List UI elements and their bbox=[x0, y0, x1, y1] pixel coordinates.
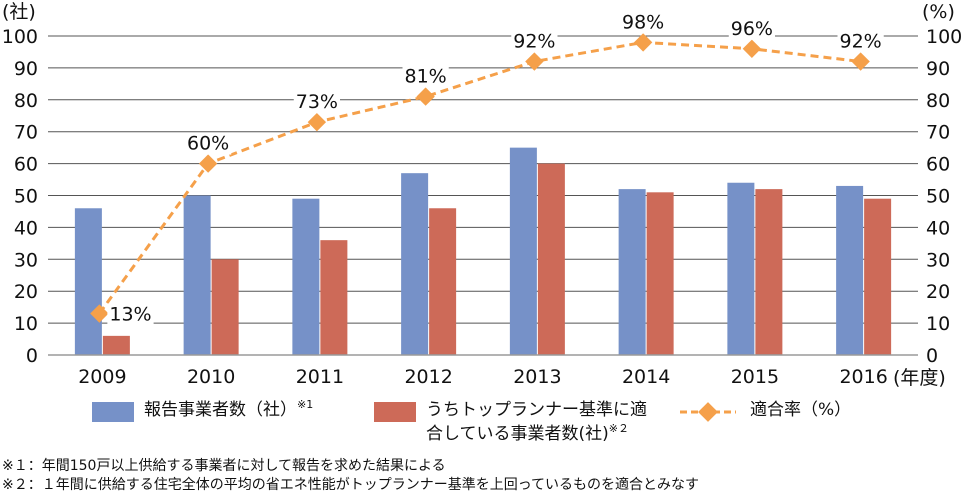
x-unit-label: (年度) bbox=[893, 367, 946, 389]
y-left-tick-label: 20 bbox=[14, 281, 38, 303]
x-tick-label: 2009 bbox=[78, 366, 126, 388]
y-right-tick-label: 20 bbox=[926, 281, 950, 303]
y-right-tick-label: 10 bbox=[926, 313, 950, 335]
rate-point-marker bbox=[633, 33, 653, 52]
bar-reporting-companies bbox=[618, 189, 646, 355]
rate-point-marker bbox=[525, 52, 544, 71]
legend-label-compliant-companies: うちトップランナー基準に適 合している事業者数(社)※２ bbox=[426, 398, 647, 448]
bars bbox=[74, 147, 892, 355]
bar-compliant-companies bbox=[646, 192, 674, 355]
legend-swatch-reporting-companies bbox=[92, 402, 134, 422]
x-tick-label: 2014 bbox=[622, 366, 670, 388]
bar-compliant-companies bbox=[429, 208, 457, 355]
bar-compliant-companies bbox=[537, 163, 565, 355]
rate-line: 13% 60% 73% 81% 92% 98% 96% 92% bbox=[90, 11, 884, 326]
rate-label-background bbox=[293, 91, 340, 114]
rate-data-label: 92% bbox=[840, 31, 882, 53]
rate-data-label: 60% bbox=[187, 133, 229, 155]
bar-reporting-companies bbox=[836, 185, 864, 355]
bar-reporting-companies bbox=[727, 182, 755, 355]
y-right-tick-label: 80 bbox=[926, 90, 950, 112]
rate-label-background bbox=[837, 30, 884, 53]
rate-point-marker bbox=[307, 112, 327, 132]
bar-reporting-companies bbox=[183, 195, 211, 355]
rate-data-label: 13% bbox=[109, 304, 151, 326]
y-left-tick-label: 70 bbox=[14, 122, 38, 144]
bar-reporting-companies bbox=[74, 208, 102, 355]
bar-reporting-companies bbox=[292, 198, 320, 355]
y-right-tick-label: 60 bbox=[926, 154, 950, 176]
rate-label-background bbox=[728, 17, 775, 40]
rate-label-background bbox=[620, 11, 667, 34]
y-left-tick-label: 30 bbox=[14, 249, 38, 271]
footnote-2: ※２：１年間に供給する住宅全体の平均の省エネ性能がトップランナー基準を上回ってい… bbox=[2, 477, 700, 493]
footnote-1: ※１：年間150戸以上供給する事業者に対して報告を求めた結果による bbox=[2, 458, 446, 474]
y-left-tick-label: 80 bbox=[14, 90, 38, 112]
legend-label-reporting-companies: 報告事業者数（社）※1 bbox=[144, 398, 314, 420]
x-tick-label: 2011 bbox=[296, 366, 344, 388]
x-tick-label: 2010 bbox=[187, 366, 235, 388]
y-right-tick-label: 0 bbox=[926, 345, 938, 367]
y-left-tick-label: 100 bbox=[2, 26, 38, 48]
y-left-tick-label: 0 bbox=[26, 345, 38, 367]
legend-swatch-compliance-rate bbox=[680, 402, 736, 422]
rate-data-label: 73% bbox=[296, 91, 338, 113]
rate-point-marker bbox=[198, 154, 218, 173]
rate-point-marker bbox=[416, 87, 435, 106]
rate-label-background bbox=[511, 30, 558, 53]
bar-reporting-companies bbox=[509, 147, 537, 355]
rate-label-background bbox=[402, 65, 449, 88]
x-tick-label: 2015 bbox=[731, 366, 779, 388]
legend-swatch-compliant-companies bbox=[374, 402, 416, 422]
y-right-tick-label: 70 bbox=[926, 122, 950, 144]
rate-line-path bbox=[98, 40, 861, 315]
y-right-tick-label: 100 bbox=[926, 26, 962, 48]
footnote-marker-1: ※1 bbox=[297, 398, 314, 411]
y-right-tick-label: 30 bbox=[926, 249, 950, 271]
bar-compliant-companies bbox=[864, 198, 892, 355]
bar-compliant-companies bbox=[102, 335, 130, 355]
y-right-tick-label: 50 bbox=[926, 186, 950, 208]
y-left-tick-label: 10 bbox=[14, 313, 38, 335]
chart: 13% 60% 73% 81% 92% 98% 96% 92% 0 0 10 10 20 20 30 30 4… bbox=[2, 1, 962, 389]
rate-data-label: 81% bbox=[405, 66, 447, 88]
y-right-tick-label: 90 bbox=[926, 58, 950, 80]
rate-data-label: 98% bbox=[622, 11, 664, 33]
y-left-unit-label: (社) bbox=[2, 1, 36, 23]
rate-label-background bbox=[185, 132, 232, 155]
rate-point-marker bbox=[90, 304, 109, 323]
legend-label-compliant-line2: 合している事業者数(社)※２ bbox=[426, 422, 629, 444]
y-left-tick-label: 60 bbox=[14, 154, 38, 176]
rate-point-marker bbox=[851, 52, 870, 71]
rate-label-background bbox=[107, 303, 154, 326]
x-tick-label: 2012 bbox=[404, 366, 452, 388]
y-right-unit-label: (%) bbox=[922, 1, 955, 23]
rate-data-label: 96% bbox=[731, 18, 773, 40]
x-tick-label: 2016 bbox=[839, 366, 887, 388]
bar-compliant-companies bbox=[211, 259, 239, 355]
bar-compliant-companies bbox=[320, 240, 348, 355]
bar-reporting-companies bbox=[401, 173, 429, 355]
legend-label-compliant-line1: うちトップランナー基準に適 bbox=[426, 400, 647, 420]
rate-data-label: 92% bbox=[513, 31, 555, 53]
y-left-tick-label: 40 bbox=[14, 217, 38, 239]
bar-compliant-companies bbox=[755, 189, 783, 355]
y-left-tick-label: 50 bbox=[14, 186, 38, 208]
y-right-tick-label: 40 bbox=[926, 217, 950, 239]
footnote-marker-2: ※２ bbox=[608, 422, 629, 435]
x-tick-label: 2013 bbox=[513, 366, 561, 388]
rate-point-marker bbox=[742, 39, 762, 58]
legend-label-compliance-rate: 適合率（%） bbox=[750, 400, 852, 420]
axes: 0 0 10 10 20 20 30 30 40 40 50 50 60 60 70 70 80 80 90 90 10… bbox=[2, 1, 962, 389]
y-left-tick-label: 90 bbox=[14, 58, 38, 80]
